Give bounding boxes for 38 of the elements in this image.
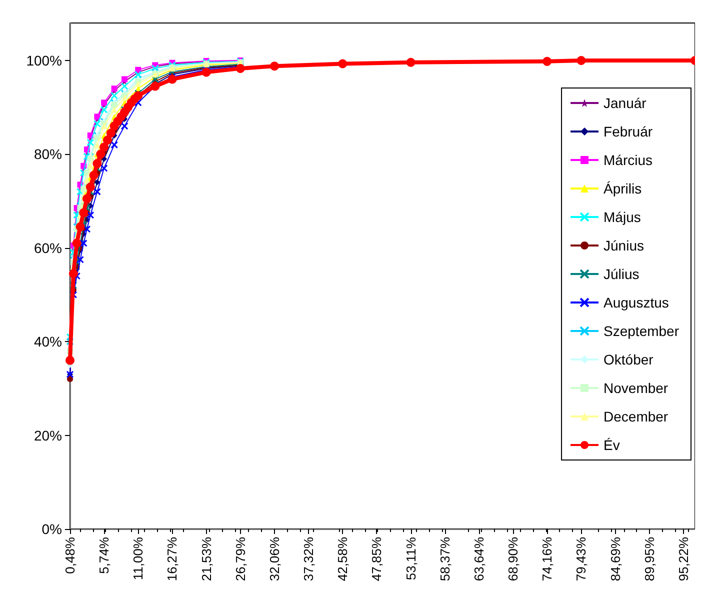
x-tick-label: 26,79% xyxy=(232,536,248,582)
legend-label: Augusztus xyxy=(604,294,669,310)
x-tick-label: 89,95% xyxy=(642,536,657,582)
x-tick-label: 47,85% xyxy=(369,536,384,582)
x-tick-label: 63,64% xyxy=(471,536,486,582)
x-tick-label: 0,48% xyxy=(62,536,78,574)
y-tick-label: 100% xyxy=(26,52,62,68)
y-tick-label: 60% xyxy=(34,240,62,256)
x-tick-label: 58,37% xyxy=(437,536,452,582)
x-tick-label: 79,43% xyxy=(574,536,589,582)
x-tick-label: 21,53% xyxy=(198,536,214,582)
legend-label: Január xyxy=(604,95,647,111)
x-tick-label: 74,16% xyxy=(540,536,555,582)
legend-label: Szeptember xyxy=(604,323,680,339)
legend-label: Április xyxy=(604,180,642,196)
x-tick-label: 5,74% xyxy=(96,536,112,574)
legend-label: Október xyxy=(604,352,654,368)
legend-label: November xyxy=(604,380,668,396)
x-tick-label: 32,06% xyxy=(266,536,282,582)
x-tick-label: 68,90% xyxy=(506,536,521,582)
legend-label: Március xyxy=(604,152,653,168)
y-tick-label: 0% xyxy=(42,521,62,537)
legend-label: December xyxy=(604,408,668,424)
x-tick-label: 84,69% xyxy=(608,536,623,582)
legend-label: Május xyxy=(604,209,641,225)
x-tick-label: 37,32% xyxy=(301,536,316,582)
legend-label: Év xyxy=(604,437,620,453)
legend-label: Július xyxy=(604,266,640,282)
y-tick-label: 40% xyxy=(34,334,62,350)
x-tick-label: 11,00% xyxy=(130,536,146,580)
x-tick-label: 42,58% xyxy=(335,536,350,582)
y-tick-label: 80% xyxy=(34,146,62,162)
legend-label: Június xyxy=(604,238,644,254)
x-tick-label: 95,22% xyxy=(676,536,691,582)
x-tick-label: 53,11% xyxy=(403,536,418,580)
legend-label: Február xyxy=(604,124,653,140)
y-tick-label: 20% xyxy=(34,427,62,444)
x-tick-label: 16,27% xyxy=(164,536,180,582)
